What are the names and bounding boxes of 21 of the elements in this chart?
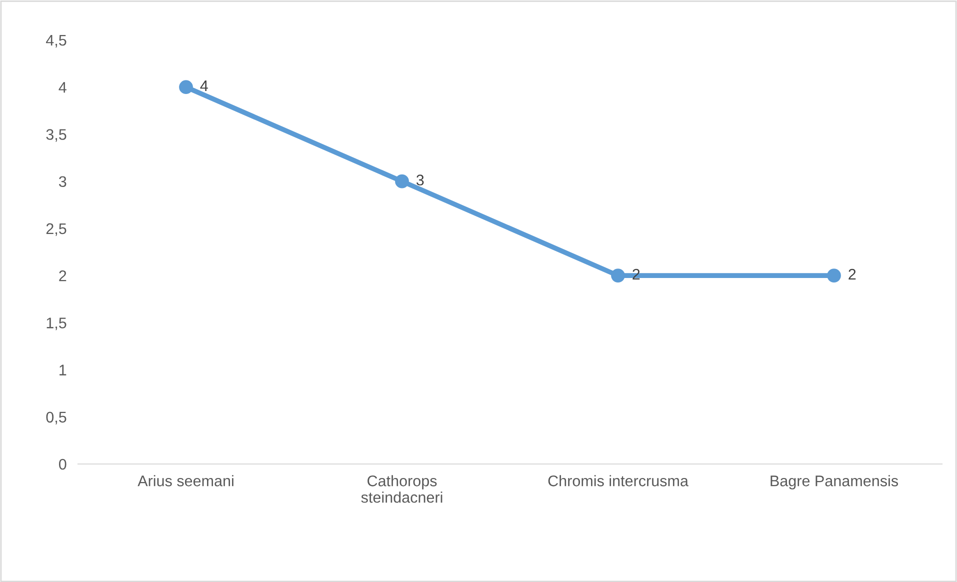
x-tick-label: Chromis intercrusma (548, 475, 688, 486)
y-tick-label: 2,5 (46, 223, 66, 236)
x-tick-label: Arius seemani (138, 475, 234, 486)
y-tick-label: 1,5 (46, 318, 66, 330)
y-tick-label: 0,5 (46, 412, 66, 424)
point (179, 80, 193, 94)
y-tick-label: 3 (58, 176, 66, 188)
data-label: 4 (200, 80, 208, 92)
y-tick-label: 4,5 (46, 35, 66, 48)
x-tick-label: Bagre Panamensis (770, 475, 898, 490)
point (827, 268, 841, 282)
y-tick-label: 2 (59, 270, 66, 282)
data-label: 2 (848, 268, 856, 280)
y-tick-label: 1 (60, 364, 66, 376)
y-tick-label: 0 (58, 458, 66, 470)
y-tick-label: 3,5 (46, 129, 66, 142)
data-label: 3 (416, 174, 424, 186)
y-tick-label: 4 (58, 82, 66, 93)
x-tick-label: Cathorops steindacneri (361, 475, 442, 503)
point (611, 268, 625, 282)
point (395, 174, 409, 188)
